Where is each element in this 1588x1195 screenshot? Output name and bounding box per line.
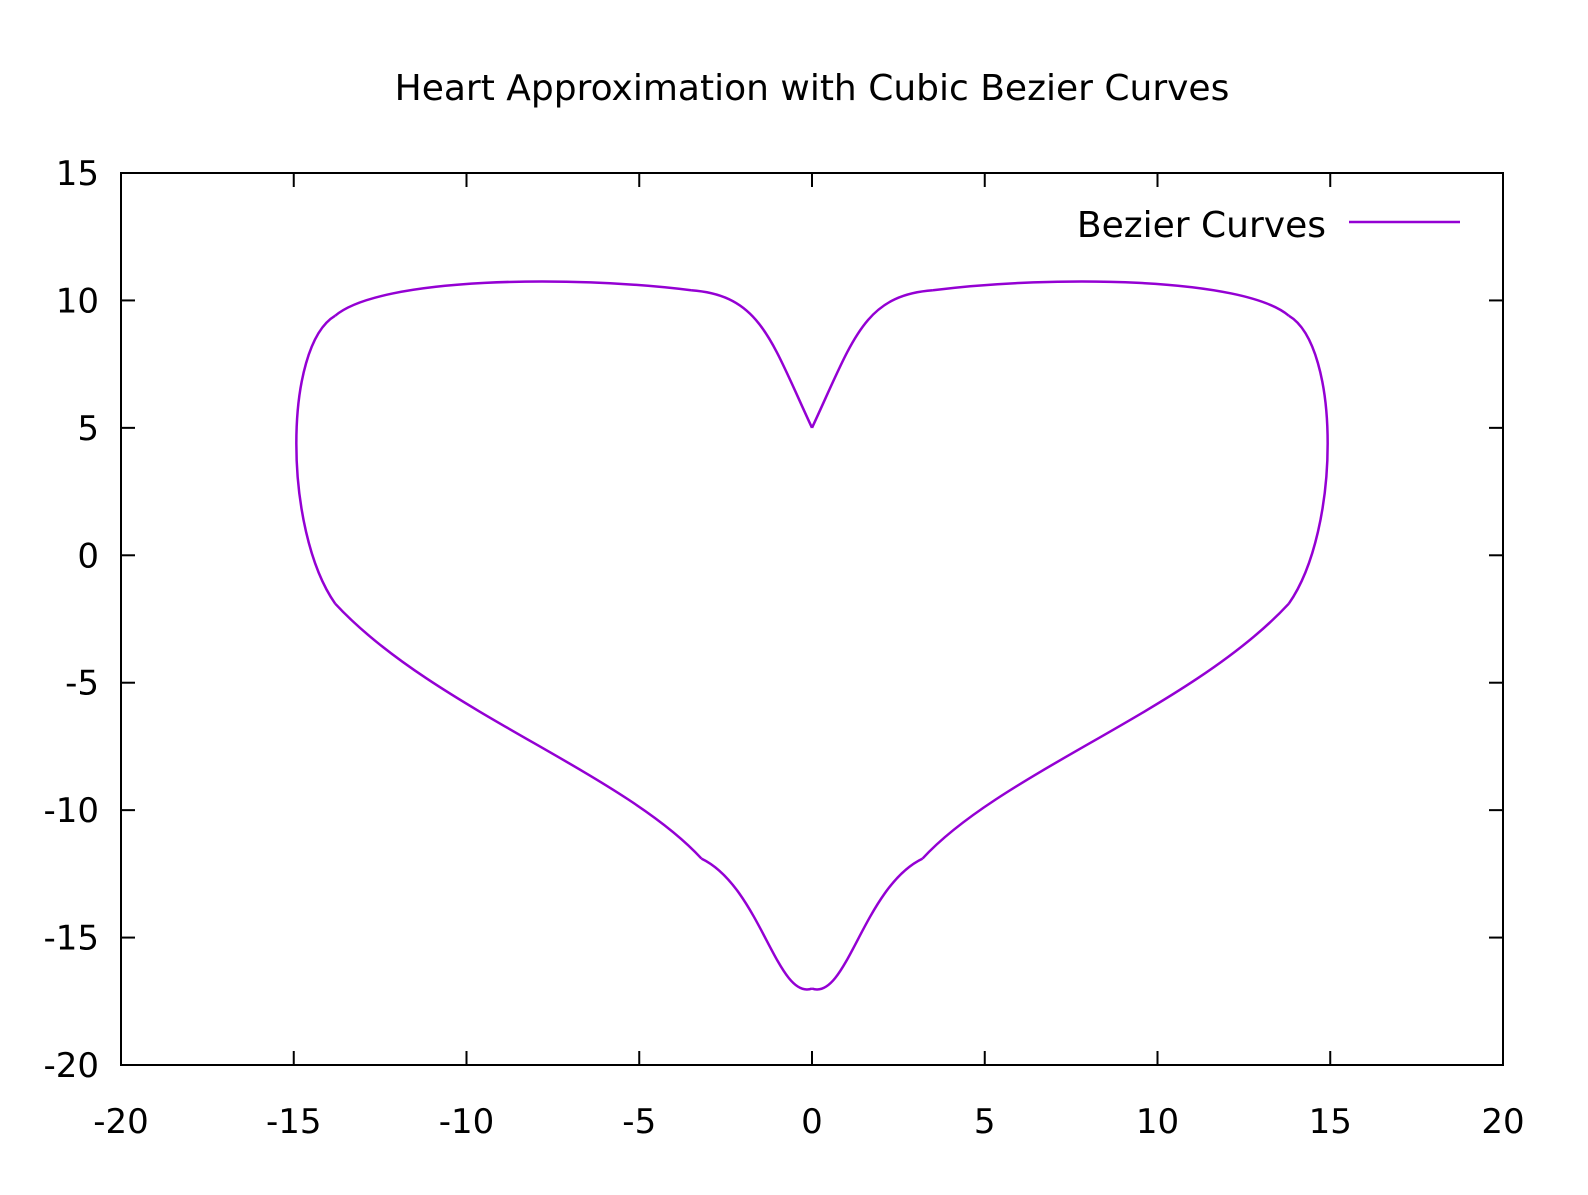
x-tick-label: 20 — [1481, 1102, 1524, 1142]
y-tick-label: 15 — [56, 154, 99, 194]
bezier-curve-series — [295, 280, 1329, 991]
x-tick-label: 15 — [1309, 1102, 1352, 1142]
plot-frame — [120, 172, 1504, 1066]
axis-tick-labels: -20 -15 -10 -5 0 5 10 15 20 -20 -15 -10 -5 0 5 10 15 — [43, 154, 1524, 1142]
plot-area: -20 -15 -10 -5 0 5 10 15 20 -20 -15 -10 -5 0 5 10 15 — [43, 154, 1524, 1142]
x-tick-label: -15 — [266, 1102, 322, 1142]
legend-label: Bezier Curves — [1077, 205, 1326, 246]
bezier-segment-8 — [1287, 314, 1329, 605]
y-tick-label: -15 — [43, 919, 99, 959]
bezier-segment-7 — [921, 602, 1290, 860]
x-tick-label: 5 — [974, 1102, 996, 1142]
y-tick-label: 5 — [77, 409, 99, 449]
x-tick-label: -5 — [622, 1102, 656, 1142]
legend: Bezier Curves — [1077, 205, 1460, 246]
x-tick-label: -20 — [93, 1102, 149, 1142]
axis-ticks — [120, 172, 1504, 1066]
bezier-segment-2 — [334, 280, 692, 317]
y-tick-label: -10 — [43, 791, 99, 831]
y-tick-label: -20 — [43, 1046, 99, 1086]
bezier-segment-4 — [334, 602, 703, 860]
bezier-segment-6 — [811, 857, 924, 991]
bezier-segment-10 — [810, 288, 934, 429]
x-tick-label: 0 — [801, 1102, 823, 1142]
bezier-segment-1 — [690, 288, 814, 429]
x-tick-label: -10 — [439, 1102, 495, 1142]
x-tick-label: 10 — [1136, 1102, 1179, 1142]
bezier-segment-5 — [700, 857, 813, 991]
y-tick-label: -5 — [65, 664, 99, 704]
bezier-segment-3 — [295, 314, 337, 605]
chart-title: Heart Approximation with Cubic Bezier Cu… — [395, 68, 1230, 109]
y-tick-label: 0 — [77, 536, 99, 576]
y-tick-label: 10 — [56, 281, 99, 321]
bezier-segment-9 — [932, 280, 1290, 317]
